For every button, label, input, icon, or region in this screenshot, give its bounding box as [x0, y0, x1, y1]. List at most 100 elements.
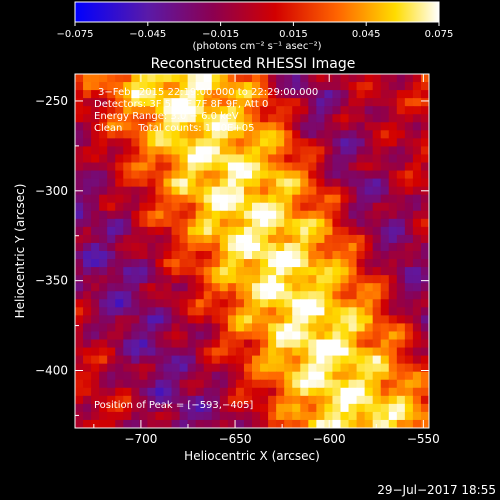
heatmap-cell [123, 234, 132, 244]
heatmap-cell [388, 226, 398, 236]
heatmap-cell [115, 387, 124, 397]
heatmap-cell [187, 138, 197, 148]
heatmap-cell [284, 218, 293, 228]
heatmap-cell [412, 419, 422, 428]
heatmap-cell [380, 307, 390, 316]
heatmap-cell [211, 154, 221, 164]
heatmap-cell [316, 194, 326, 204]
heatmap-cell [356, 283, 366, 292]
heatmap-cell [324, 275, 334, 284]
heatmap-cell [364, 114, 374, 123]
heatmap-cell [268, 323, 277, 333]
heatmap-cell [131, 122, 140, 131]
heatmap-cell [396, 299, 406, 308]
heatmap-cell [211, 387, 221, 397]
heatmap-cell [187, 114, 197, 123]
heatmap-cell [332, 267, 342, 276]
heatmap-cell [420, 403, 429, 413]
heatmap-cell [147, 251, 157, 260]
heatmap-cell [364, 210, 374, 220]
heatmap-cell [115, 98, 124, 107]
heatmap-cell [203, 122, 213, 131]
heatmap-cell [348, 251, 358, 260]
heatmap-cell [292, 234, 301, 244]
heatmap-cell [243, 387, 253, 397]
heatmap-cell [268, 114, 277, 123]
annotation-time: 3−Feb−2015 22:19:00.000 to 22:29:00.000 [98, 87, 318, 98]
heatmap-cell [131, 98, 140, 107]
heatmap-cell [380, 98, 390, 107]
heatmap-cell [187, 299, 197, 308]
heatmap-cell [123, 138, 132, 148]
heatmap-cell [308, 419, 317, 428]
heatmap-cell [268, 82, 277, 91]
heatmap-cell [75, 411, 84, 421]
heatmap-cell [420, 259, 429, 268]
heatmap-cell [364, 178, 374, 188]
heatmap-cell [171, 371, 181, 381]
heatmap-cell [268, 331, 277, 341]
heatmap-cell [227, 146, 237, 156]
heatmap-cell [332, 130, 342, 139]
heatmap-cell [187, 178, 197, 188]
heatmap-cell [340, 275, 350, 284]
heatmap-cell [252, 218, 261, 228]
heatmap-cell [412, 194, 422, 204]
heatmap-cell [364, 419, 374, 428]
heatmap-cell [147, 379, 157, 389]
y-tick-label: −400 [35, 363, 68, 377]
heatmap-cell [372, 122, 382, 131]
heatmap-cell [115, 259, 124, 268]
heatmap-cell [163, 379, 173, 389]
heatmap-cell [123, 323, 132, 333]
heatmap-cell [235, 162, 245, 172]
heatmap-cell [284, 395, 293, 405]
heatmap-cell [308, 379, 317, 389]
heatmap-cell [308, 218, 317, 228]
heatmap-cell [83, 379, 92, 389]
heatmap-cell [308, 331, 317, 341]
heatmap-cell [340, 267, 350, 276]
heatmap-cell [300, 363, 309, 373]
heatmap-cell [364, 283, 374, 292]
heatmap-cell [243, 347, 253, 357]
heatmap-cell [107, 202, 116, 212]
heatmap-cell [227, 275, 237, 284]
heatmap-cell [364, 82, 374, 91]
heatmap-cell [308, 154, 317, 164]
heatmap-cell [388, 218, 398, 228]
heatmap-cell [396, 202, 406, 212]
heatmap-cell [356, 251, 366, 260]
heatmap-cell [187, 154, 197, 164]
heatmap-cell [388, 210, 398, 220]
heatmap-cell [420, 178, 429, 188]
heatmap-cell [292, 347, 301, 357]
heatmap-cell [308, 355, 317, 365]
heatmap-cell [171, 242, 181, 252]
heatmap-cell [155, 74, 165, 83]
heatmap-cell [332, 210, 342, 220]
heatmap-cell [340, 315, 350, 325]
heatmap-cell [380, 146, 390, 156]
heatmap-cell [396, 114, 406, 123]
heatmap-cell [235, 307, 245, 316]
heatmap-cell [235, 339, 245, 349]
heatmap-cell [412, 267, 422, 276]
heatmap-cell [171, 283, 181, 292]
heatmap-cell [75, 331, 84, 341]
heatmap-cell [268, 419, 277, 428]
heatmap-cell [252, 170, 261, 180]
heatmap-cell [227, 202, 237, 212]
heatmap-cell [83, 411, 92, 421]
heatmap-cell [276, 138, 285, 148]
heatmap-cell [284, 251, 293, 260]
heatmap-cell [235, 154, 245, 164]
heatmap-cell [123, 194, 132, 204]
heatmap-cell [195, 251, 205, 260]
heatmap-cell [348, 218, 358, 228]
heatmap-cell [91, 251, 100, 260]
heatmap-cell [131, 363, 140, 373]
heatmap-cell [123, 299, 132, 308]
heatmap-cell [420, 146, 429, 156]
heatmap-cell [276, 194, 285, 204]
